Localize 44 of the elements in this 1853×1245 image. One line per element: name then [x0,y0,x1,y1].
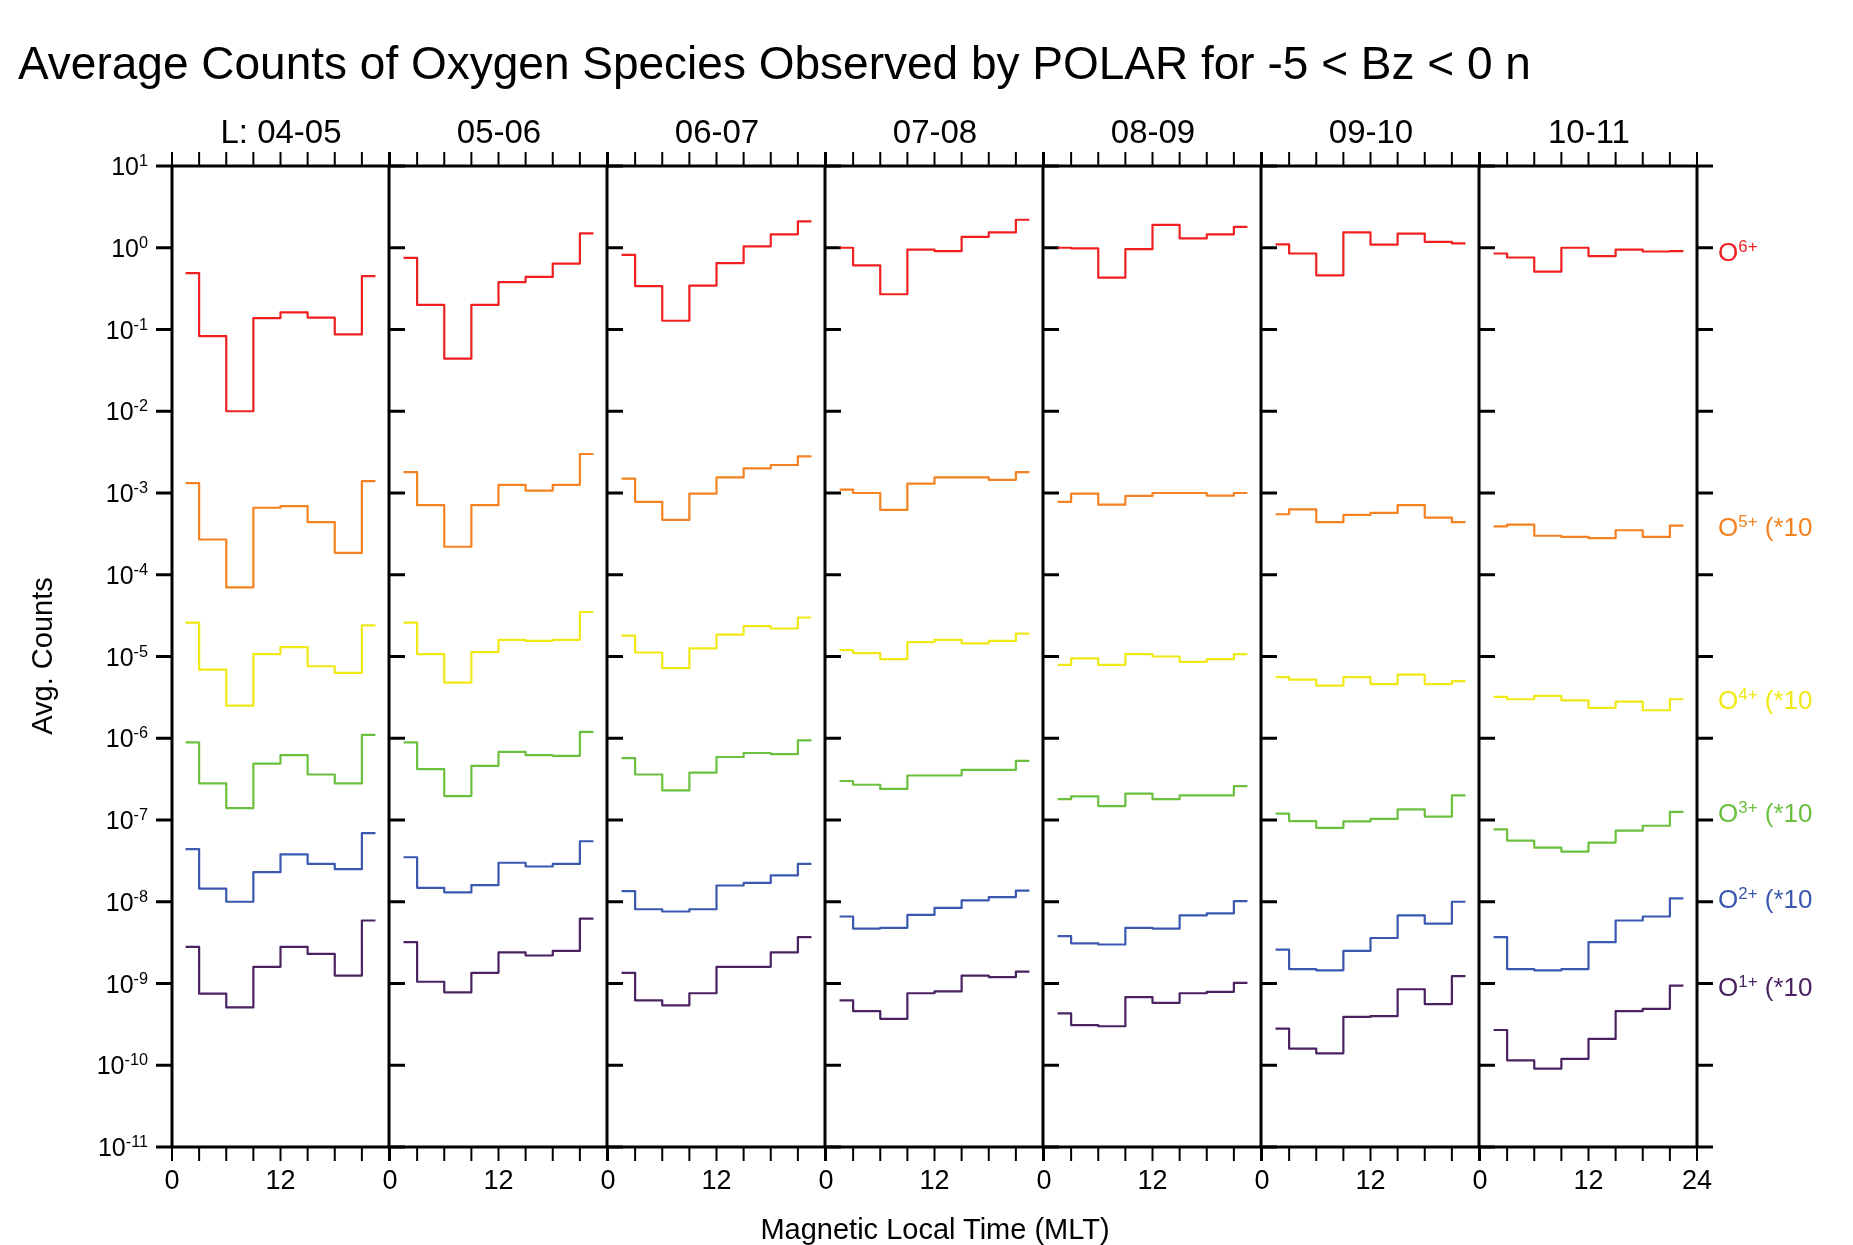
chart-subtitle: 08-09 [1109,113,1197,151]
y-tick-label: 10$^{-4}$ [105,559,148,589]
x-tick-label: 0 [164,1165,180,1195]
y-tick-label: 10$^{-2}$ [105,396,148,426]
y-tick-label: 10$^{1}$ [111,151,148,180]
y-tick-label: 10$^{-1}$ [105,314,148,344]
x-tick-label: 12 [1355,1165,1386,1195]
x-tick-label: 0 [1472,1165,1488,1195]
series-label: O$^{1+}$ (*10 [1718,971,1813,1002]
x-tick-label: 0 [818,1165,834,1195]
x-tick-label: 12 [701,1165,732,1195]
series-label: O$^{6+}$ [1718,236,1758,268]
y-tick-label: 10$^{-11}$ [97,1132,148,1161]
chart-subtitle: 06-07 [673,113,761,151]
y-tick-label: 10$^{0}$ [111,232,148,262]
y-tick-label: 10$^{-9}$ [105,968,148,998]
series-label: O$^{2+}$ (*10 [1718,883,1813,915]
x-tick-label: 0 [1254,1165,1270,1195]
y-tick-label: 10$^{-8}$ [105,886,148,916]
x-tick-label: 12 [919,1165,950,1195]
x-tick-label: 12 [265,1165,296,1195]
x-axis-title: Magnetic Local Time (MLT) [759,1213,1111,1245]
series-label: O$^{4+}$ (*10 [1718,684,1813,716]
chart-subtitle: 05-06 [455,113,543,151]
chart-subtitle: 10-11 [1547,113,1631,151]
y-axis-title: Avg. Counts [25,577,59,735]
y-tick-label: 10$^{-3}$ [105,478,148,507]
x-tick-label: 12 [1137,1165,1168,1195]
x-tick-label: 0 [1036,1165,1052,1195]
y-tick-label: 10$^{-5}$ [105,641,148,671]
x-tick-label: 0 [600,1165,616,1195]
chart-subtitle: 07-08 [891,113,979,151]
x-tick-label: 24 [1681,1165,1713,1195]
series-label: O$^{3+}$ (*10 [1718,797,1813,828]
x-tick-label: 0 [382,1165,398,1195]
y-tick-label: 10$^{-7}$ [105,805,148,834]
y-tick-label: 10$^{-6}$ [105,723,148,753]
series-label: O$^{5+}$ (*10 [1718,511,1813,542]
x-tick-label: 12 [483,1165,514,1195]
chart-subtitle: L: 04-05 [219,113,343,151]
x-tick-label: 12 [1573,1165,1604,1195]
text: Average Counts of Oxygen Species Observed by POLAR for -5 < Bz < 0 n [18,36,1531,90]
y-tick-label: 10$^{-10}$ [96,1050,148,1080]
chart-subtitle: 09-10 [1327,113,1415,151]
